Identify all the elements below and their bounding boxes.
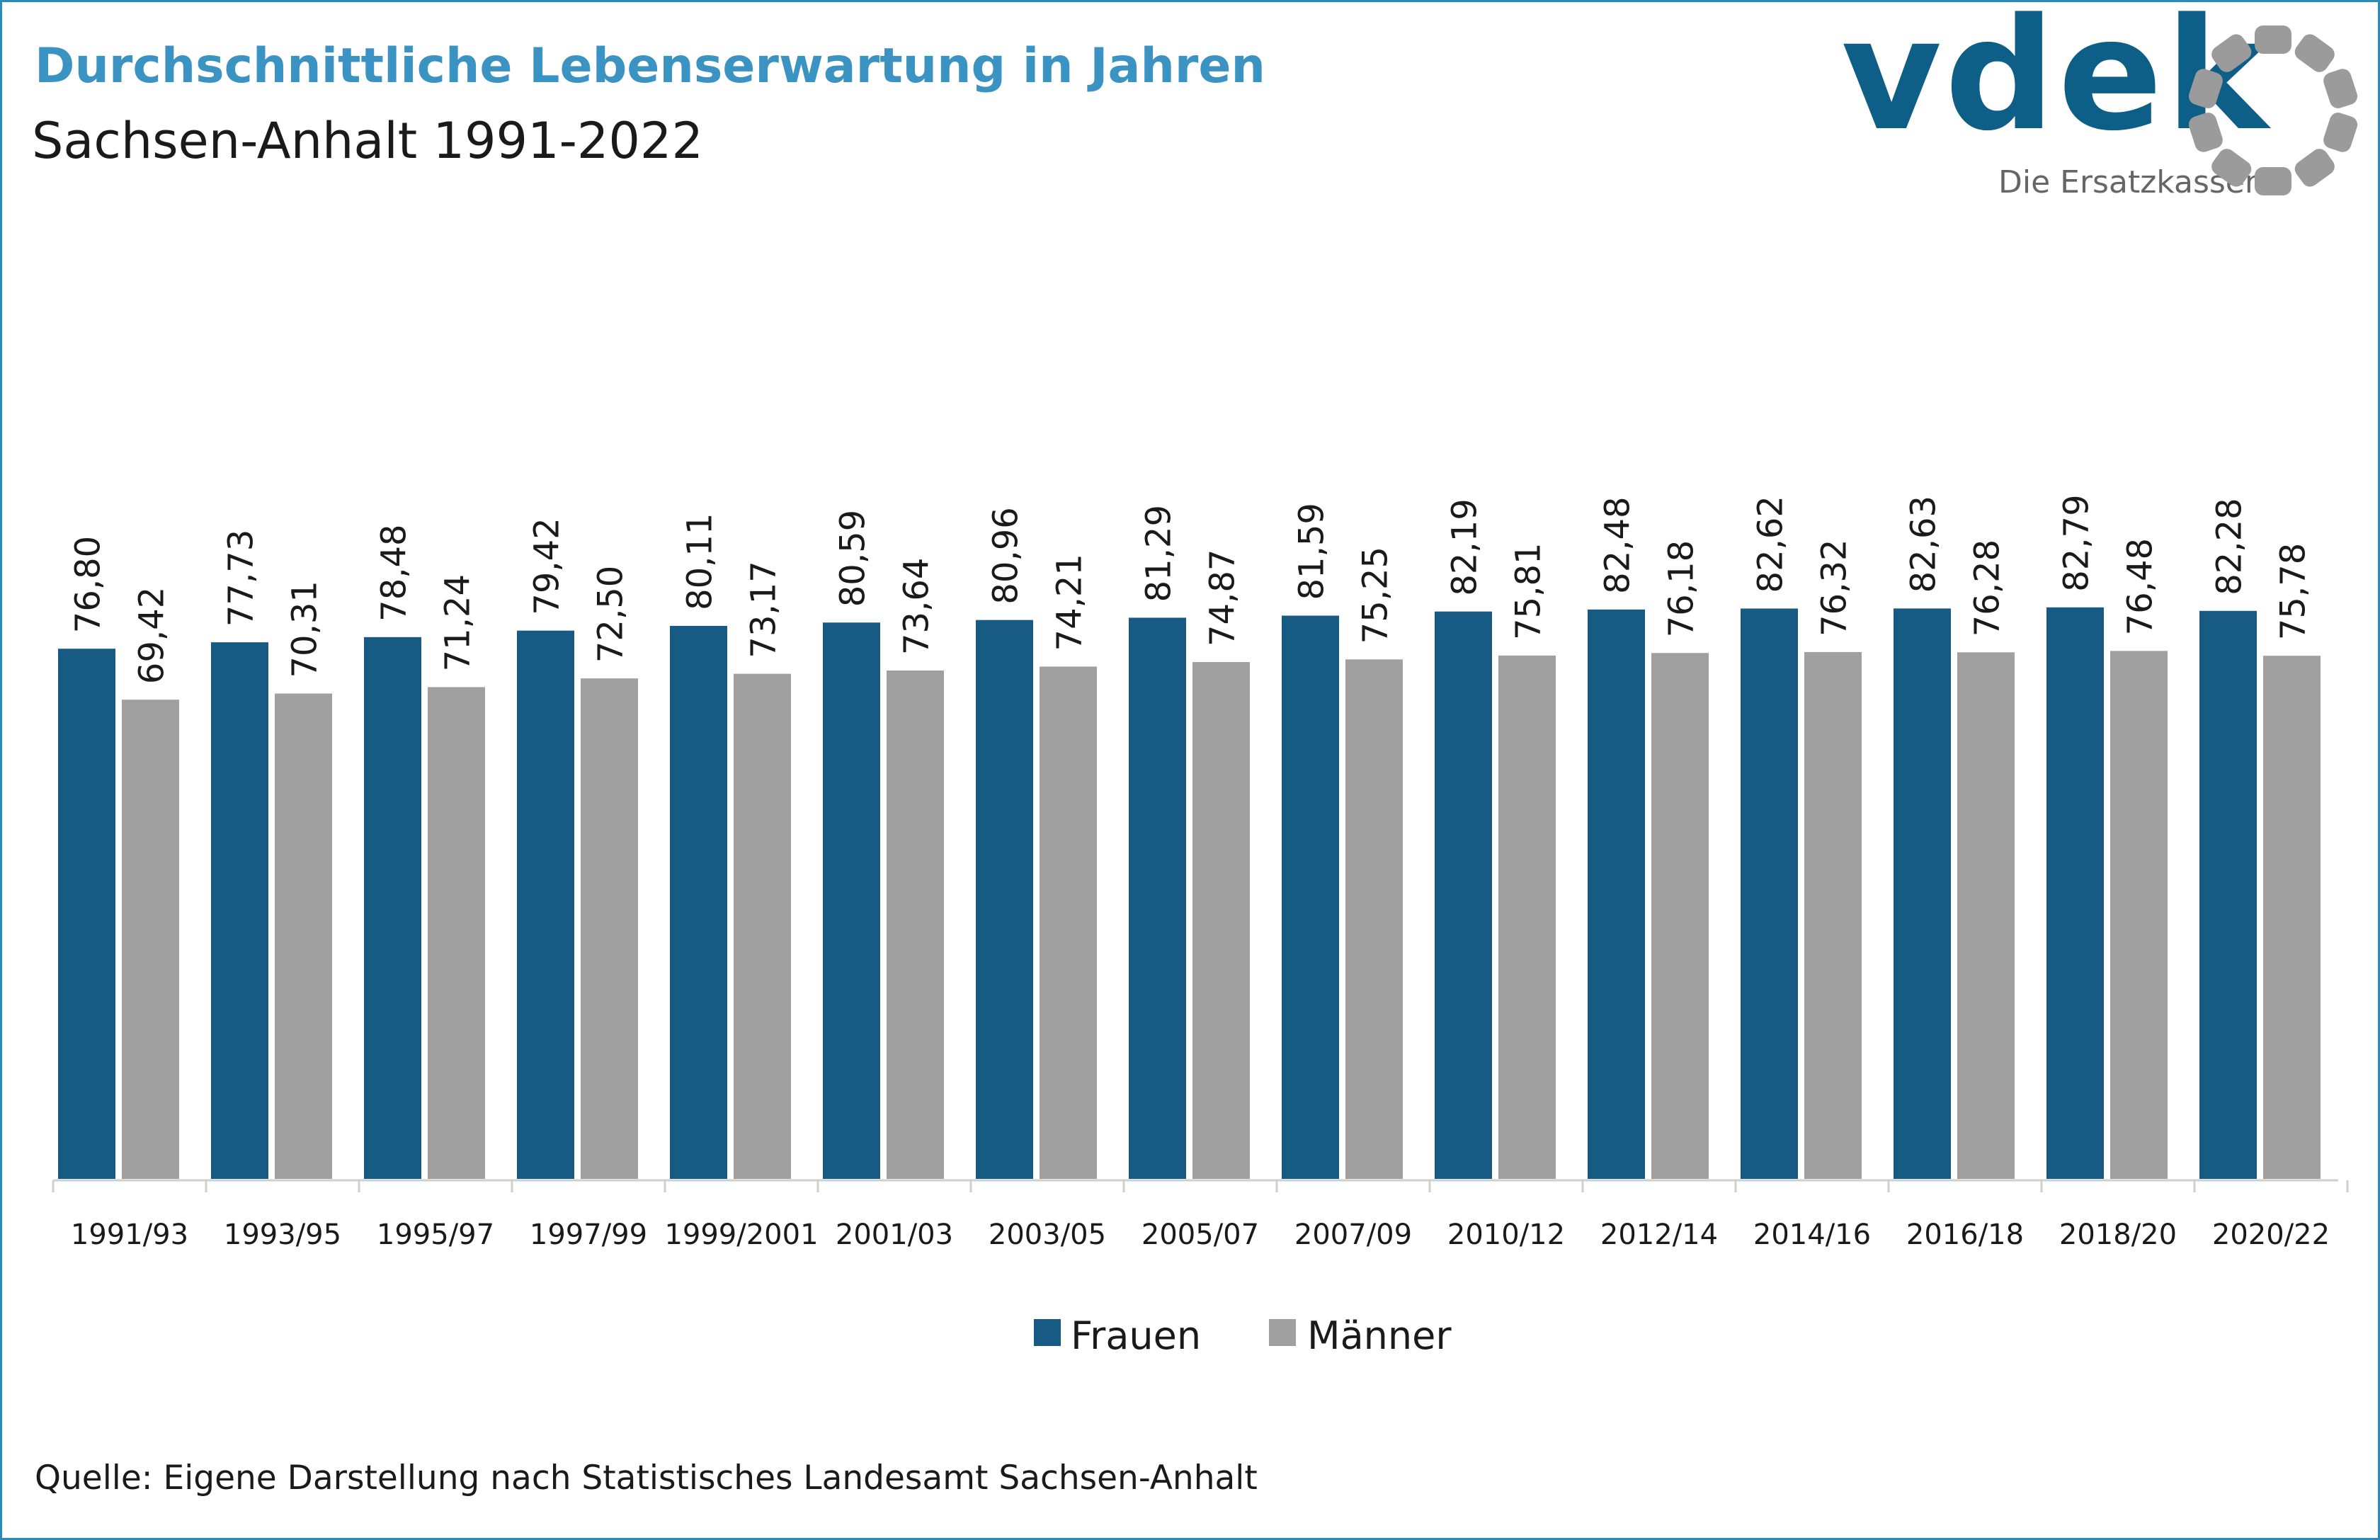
category-label-10: 2012/14 bbox=[1600, 1219, 1718, 1251]
bar-frauen-10 bbox=[1588, 609, 1645, 1179]
legend-swatch-frauen bbox=[1034, 1319, 1061, 1346]
value-label-frauen-9: 82,19 bbox=[1445, 498, 1485, 595]
category-label-7: 2005/07 bbox=[1141, 1219, 1259, 1251]
value-label-maenner-14: 75,78 bbox=[2274, 543, 2313, 640]
category-label-8: 2007/09 bbox=[1294, 1219, 1412, 1251]
ring-segment-1 bbox=[2294, 34, 2335, 72]
value-label-frauen-5: 80,59 bbox=[833, 510, 873, 607]
bar-maenner-5 bbox=[887, 671, 944, 1179]
value-label-frauen-7: 81,29 bbox=[1139, 505, 1179, 602]
category-label-4: 1999/2001 bbox=[664, 1219, 818, 1251]
value-label-frauen-8: 81,59 bbox=[1292, 503, 1332, 600]
category-label-0: 1991/93 bbox=[71, 1219, 188, 1251]
bar-frauen-11 bbox=[1741, 608, 1798, 1179]
bar-maenner-2 bbox=[428, 687, 485, 1179]
value-label-maenner-2: 71,24 bbox=[438, 574, 478, 671]
value-label-maenner-0: 69,42 bbox=[132, 587, 172, 684]
ring-segment-0 bbox=[2255, 25, 2291, 54]
ring-segment-8 bbox=[2188, 69, 2223, 108]
value-label-maenner-11: 76,32 bbox=[1815, 539, 1855, 636]
value-label-maenner-7: 74,87 bbox=[1203, 549, 1243, 646]
ring-segment-6 bbox=[2211, 149, 2252, 187]
bar-frauen-1 bbox=[211, 642, 268, 1179]
bar-maenner-10 bbox=[1651, 653, 1709, 1179]
category-label-3: 1997/99 bbox=[530, 1219, 647, 1251]
value-label-maenner-9: 75,81 bbox=[1509, 542, 1549, 639]
source-note: Quelle: Eigene Darstellung nach Statisti… bbox=[35, 1459, 1258, 1498]
bar-frauen-3 bbox=[517, 630, 574, 1179]
category-label-1: 1993/95 bbox=[224, 1219, 341, 1251]
ring-segment-2 bbox=[2323, 69, 2358, 108]
bar-maenner-14 bbox=[2263, 656, 2321, 1179]
category-label-2: 1995/97 bbox=[377, 1219, 494, 1251]
category-label-5: 2001/03 bbox=[836, 1219, 953, 1251]
value-label-frauen-14: 82,28 bbox=[2210, 498, 2250, 595]
value-label-maenner-10: 76,18 bbox=[1662, 540, 1702, 637]
value-label-frauen-4: 80,11 bbox=[681, 513, 720, 610]
chart-title: Durchschnittliche Lebenserwartung in Jah… bbox=[35, 38, 1265, 94]
bar-maenner-6 bbox=[1040, 666, 1097, 1179]
category-label-9: 2010/12 bbox=[1447, 1219, 1565, 1251]
category-label-13: 2018/20 bbox=[2059, 1219, 2177, 1251]
legend-label-frauen: Frauen bbox=[1071, 1313, 1202, 1358]
value-label-frauen-12: 82,63 bbox=[1904, 496, 1944, 593]
bar-maenner-1 bbox=[275, 693, 332, 1179]
bar-maenner-4 bbox=[734, 673, 791, 1179]
bar-maenner-3 bbox=[581, 678, 638, 1179]
category-label-12: 2016/18 bbox=[1906, 1219, 2024, 1251]
bar-frauen-5 bbox=[823, 622, 880, 1179]
bar-maenner-7 bbox=[1192, 662, 1250, 1179]
value-label-maenner-6: 74,21 bbox=[1050, 554, 1090, 651]
value-label-frauen-3: 79,42 bbox=[528, 518, 567, 615]
vdek-logo: vdek Die Ersatzkassen bbox=[1841, 0, 2365, 210]
bar-frauen-12 bbox=[1894, 608, 1951, 1179]
bar-frauen-8 bbox=[1282, 615, 1339, 1179]
vdek-ring-icon bbox=[2188, 25, 2358, 195]
legend-label-maenner: Männer bbox=[1307, 1313, 1452, 1358]
bar-frauen-4 bbox=[670, 625, 727, 1179]
value-label-frauen-0: 76,80 bbox=[69, 536, 108, 633]
value-label-maenner-5: 73,64 bbox=[897, 558, 937, 655]
value-label-maenner-13: 76,48 bbox=[2121, 538, 2160, 635]
ring-segment-4 bbox=[2294, 149, 2335, 187]
legend-swatch-maenner bbox=[1269, 1319, 1296, 1346]
ring-segment-7 bbox=[2188, 113, 2223, 152]
ring-segment-3 bbox=[2323, 113, 2358, 152]
category-label-14: 2020/22 bbox=[2212, 1219, 2330, 1251]
category-label-11: 2014/16 bbox=[1753, 1219, 1871, 1251]
value-label-frauen-6: 80,96 bbox=[986, 507, 1026, 604]
bar-maenner-13 bbox=[2110, 651, 2168, 1179]
value-label-maenner-3: 72,50 bbox=[591, 566, 631, 663]
bar-maenner-11 bbox=[1804, 651, 1862, 1179]
bar-maenner-0 bbox=[122, 700, 179, 1179]
chart-subtitle: Sachsen-Anhalt 1991-2022 bbox=[32, 112, 704, 170]
bar-frauen-2 bbox=[364, 637, 421, 1179]
value-label-maenner-1: 70,31 bbox=[285, 581, 325, 678]
bar-maenner-9 bbox=[1498, 655, 1556, 1179]
bar-maenner-12 bbox=[1957, 652, 2015, 1179]
ring-segment-9 bbox=[2211, 34, 2252, 72]
value-label-frauen-11: 82,62 bbox=[1751, 496, 1791, 593]
value-label-frauen-13: 82,79 bbox=[2057, 494, 2097, 591]
value-label-maenner-8: 75,25 bbox=[1356, 547, 1396, 644]
category-label-6: 2003/05 bbox=[989, 1219, 1106, 1251]
bar-frauen-13 bbox=[2046, 607, 2104, 1179]
bar-frauen-6 bbox=[976, 620, 1033, 1179]
bar-maenner-8 bbox=[1345, 659, 1403, 1179]
value-label-frauen-10: 82,48 bbox=[1598, 496, 1638, 593]
bar-frauen-0 bbox=[58, 649, 115, 1179]
bar-frauen-7 bbox=[1129, 617, 1186, 1179]
bar-frauen-9 bbox=[1435, 611, 1492, 1179]
value-label-frauen-1: 77,73 bbox=[222, 530, 261, 627]
value-label-frauen-2: 78,48 bbox=[375, 524, 414, 621]
bar-frauen-14 bbox=[2199, 610, 2257, 1179]
value-label-maenner-4: 73,17 bbox=[744, 561, 784, 658]
value-label-maenner-12: 76,28 bbox=[1968, 540, 2008, 637]
ring-segment-5 bbox=[2255, 167, 2291, 195]
